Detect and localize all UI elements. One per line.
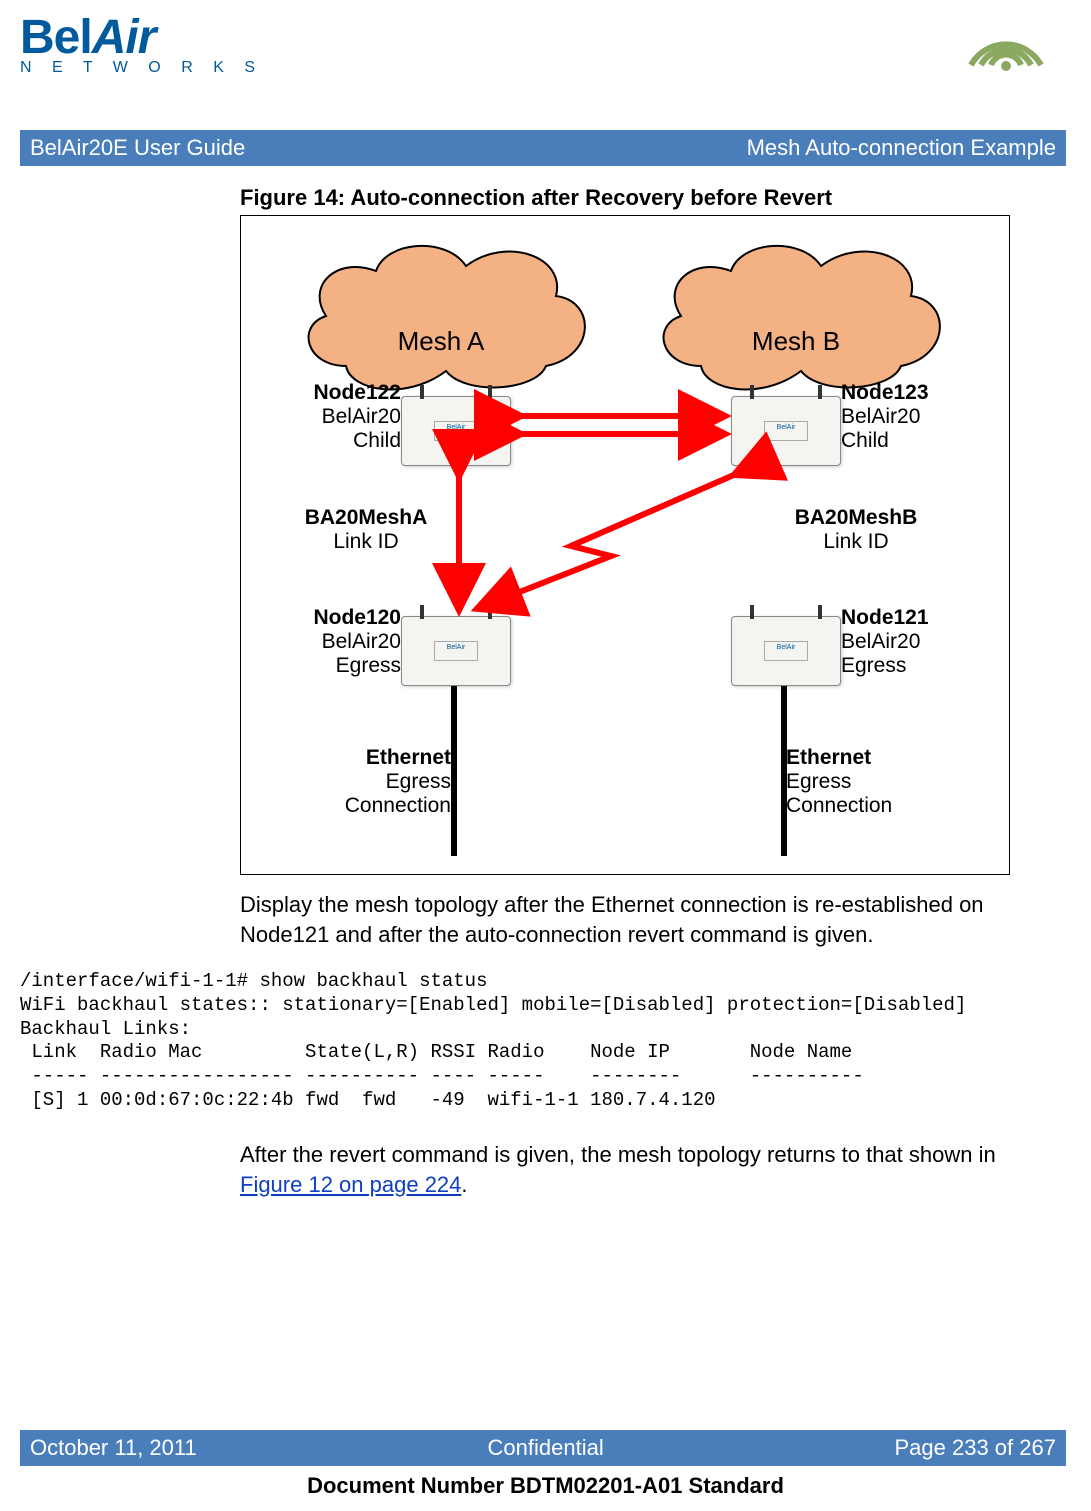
brand-logo-left: BelAir N E T W O R K S [20,10,263,77]
label-linkid-b: BA20MeshB Link ID [771,506,941,554]
document-number: Document Number BDTM02201-A01 Standard [0,1473,1091,1499]
footer-page: Page 233 of 267 [895,1435,1056,1461]
figure-xref-link[interactable]: Figure 12 on page 224 [240,1172,461,1197]
ethernet-line-a [451,686,457,856]
logo-subtext: N E T W O R K S [20,59,263,77]
para2-b: . [461,1172,467,1197]
paragraph-1: Display the mesh topology after the Ethe… [240,890,1010,949]
footer-date: October 11, 2011 [30,1435,197,1461]
label-eth-b: Ethernet Egress Connection [786,746,936,818]
brand-logo-right [961,10,1051,80]
label-node123: Node123 BelAir20 Child [841,381,971,453]
title-bar: BelAir20E User Guide Mesh Auto-connectio… [20,130,1066,166]
label-node121: Node121 BelAir20 Egress [841,606,971,678]
logo-text-bel: Bel [20,11,92,64]
label-linkid-a: BA20MeshA Link ID [281,506,451,554]
logo-text-air: Air [92,11,156,64]
paragraph-2: After the revert command is given, the m… [240,1140,1010,1199]
terminal-output: /interface/wifi-1-1# show backhaul statu… [20,970,1030,1113]
figure-box: Mesh A Mesh B BelAir BelAir BelAir BelAi… [240,215,1010,875]
footer-confidential: Confidential [488,1435,604,1461]
cloud-b-label: Mesh B [641,326,951,357]
figure-title: Figure 14: Auto-connection after Recover… [240,185,832,211]
label-node122: Node122 BelAir20 Child [271,381,401,453]
cloud-mesh-a: Mesh A [286,226,596,396]
cloud-a-label: Mesh A [286,326,596,357]
title-left: BelAir20E User Guide [30,135,245,161]
device-node120: BelAir [401,616,511,686]
device-node121: BelAir [731,616,841,686]
label-eth-a: Ethernet Egress Connection [301,746,451,818]
title-right: Mesh Auto-connection Example [747,135,1056,161]
device-node123: BelAir [731,396,841,466]
device-node122: BelAir [401,396,511,466]
para2-a: After the revert command is given, the m… [240,1142,996,1167]
cloud-mesh-b: Mesh B [641,226,951,396]
label-node120: Node120 BelAir20 Egress [271,606,401,678]
footer-bar: October 11, 2011 Confidential Page 233 o… [20,1430,1066,1466]
